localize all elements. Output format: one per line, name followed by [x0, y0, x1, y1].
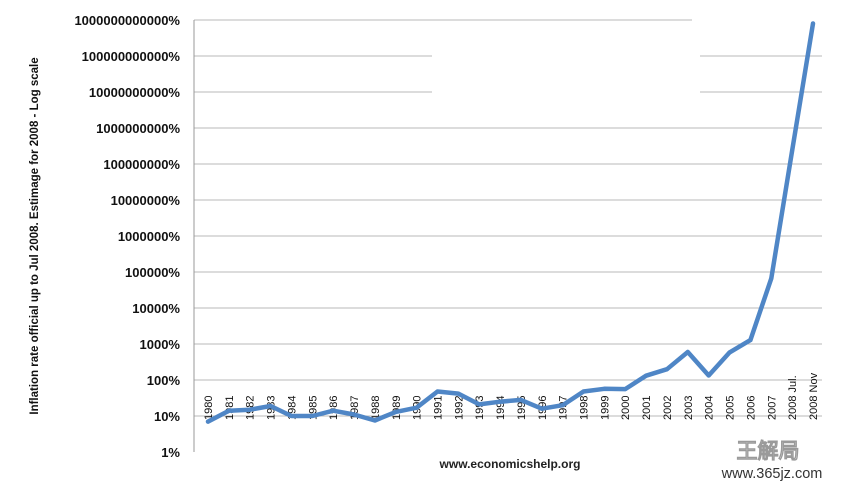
data-point: [435, 389, 440, 394]
data-point: [623, 387, 628, 392]
data-point: [790, 148, 795, 153]
y-tick-label: 100000%: [125, 265, 180, 280]
x-tick-label: 1998: [579, 396, 591, 420]
x-tick-label: 1986: [328, 396, 340, 420]
data-point: [644, 373, 649, 378]
data-point: [477, 402, 482, 407]
source-label: www.economicshelp.org: [439, 457, 581, 471]
y-axis-title: Inflation rate official up to Jul 2008. …: [29, 57, 41, 414]
x-tick-label: 1980: [203, 396, 215, 420]
data-point: [539, 406, 544, 411]
inflation-series-line: [205, 21, 816, 424]
data-point: [602, 386, 607, 391]
watermark-bar: [698, 454, 841, 487]
x-tick-label: 1991: [432, 396, 444, 420]
y-tick-label: 100%: [147, 373, 181, 388]
y-tick-label: 100000000%: [103, 157, 180, 172]
data-point: [727, 350, 732, 355]
x-tick-label: 2005: [725, 396, 737, 420]
data-point: [685, 350, 690, 354]
y-tick-label: 1000000000%: [96, 121, 180, 136]
data-points: [206, 21, 815, 424]
data-point: [352, 412, 356, 417]
x-tick-label: 2003: [683, 396, 695, 420]
data-point: [706, 373, 711, 378]
data-point: [331, 408, 336, 413]
data-point: [310, 414, 315, 418]
x-tick-label: 2000: [620, 396, 632, 420]
data-point: [560, 403, 565, 408]
y-tick-label: 1%: [161, 445, 180, 460]
data-point: [748, 338, 753, 343]
data-point: [414, 405, 419, 410]
data-point: [206, 419, 210, 424]
x-tick-label: 1999: [599, 396, 611, 420]
x-tick-label: 2008 Nov: [808, 372, 820, 420]
y-tick-label: 10000%: [132, 301, 180, 316]
data-point: [268, 404, 273, 408]
y-tick-label: 10000000%: [111, 193, 181, 208]
x-tick-label: 2002: [662, 396, 674, 420]
x-tick-label: 2004: [704, 396, 716, 420]
y-tick-label: 1000%: [140, 337, 181, 352]
x-tick-label: 2008 Jul.: [787, 375, 799, 420]
x-tick-label: 1989: [391, 396, 403, 420]
x-tick-label: 2006: [745, 396, 757, 420]
x-tick-label: 2007: [766, 396, 778, 420]
data-point: [226, 408, 231, 413]
data-point: [581, 389, 586, 394]
data-point: [811, 21, 815, 26]
watermark-url: www.365jz.com: [721, 466, 823, 482]
data-point: [393, 409, 398, 414]
y-tick-label: 1000000000000%: [74, 13, 180, 28]
data-point: [456, 391, 461, 396]
y-tick-label: 10000000000%: [89, 85, 181, 100]
data-point: [769, 276, 774, 281]
data-point: [289, 414, 294, 418]
y-tick-label: 1000000%: [118, 229, 181, 244]
data-point: [372, 418, 377, 423]
watermark-title: 王解局: [737, 439, 800, 463]
x-tick-label: 1988: [370, 396, 382, 420]
grid-lines: [194, 19, 822, 417]
data-point: [247, 407, 252, 412]
x-tick-label: 1981: [224, 396, 236, 420]
data-point: [498, 399, 503, 404]
y-tick-label: 10%: [154, 409, 180, 424]
x-tick-label: 1992: [453, 396, 465, 420]
x-tick-label: 1993: [474, 396, 486, 420]
x-tick-label: 2001: [641, 396, 653, 420]
y-axis-ticks: 1% 10% 100% 1000% 10000% 100000% 1000000% 10000…: [74, 13, 180, 460]
y-tick-label: 100000000000%: [82, 49, 181, 64]
data-point: [518, 397, 523, 402]
data-point: [665, 367, 669, 372]
